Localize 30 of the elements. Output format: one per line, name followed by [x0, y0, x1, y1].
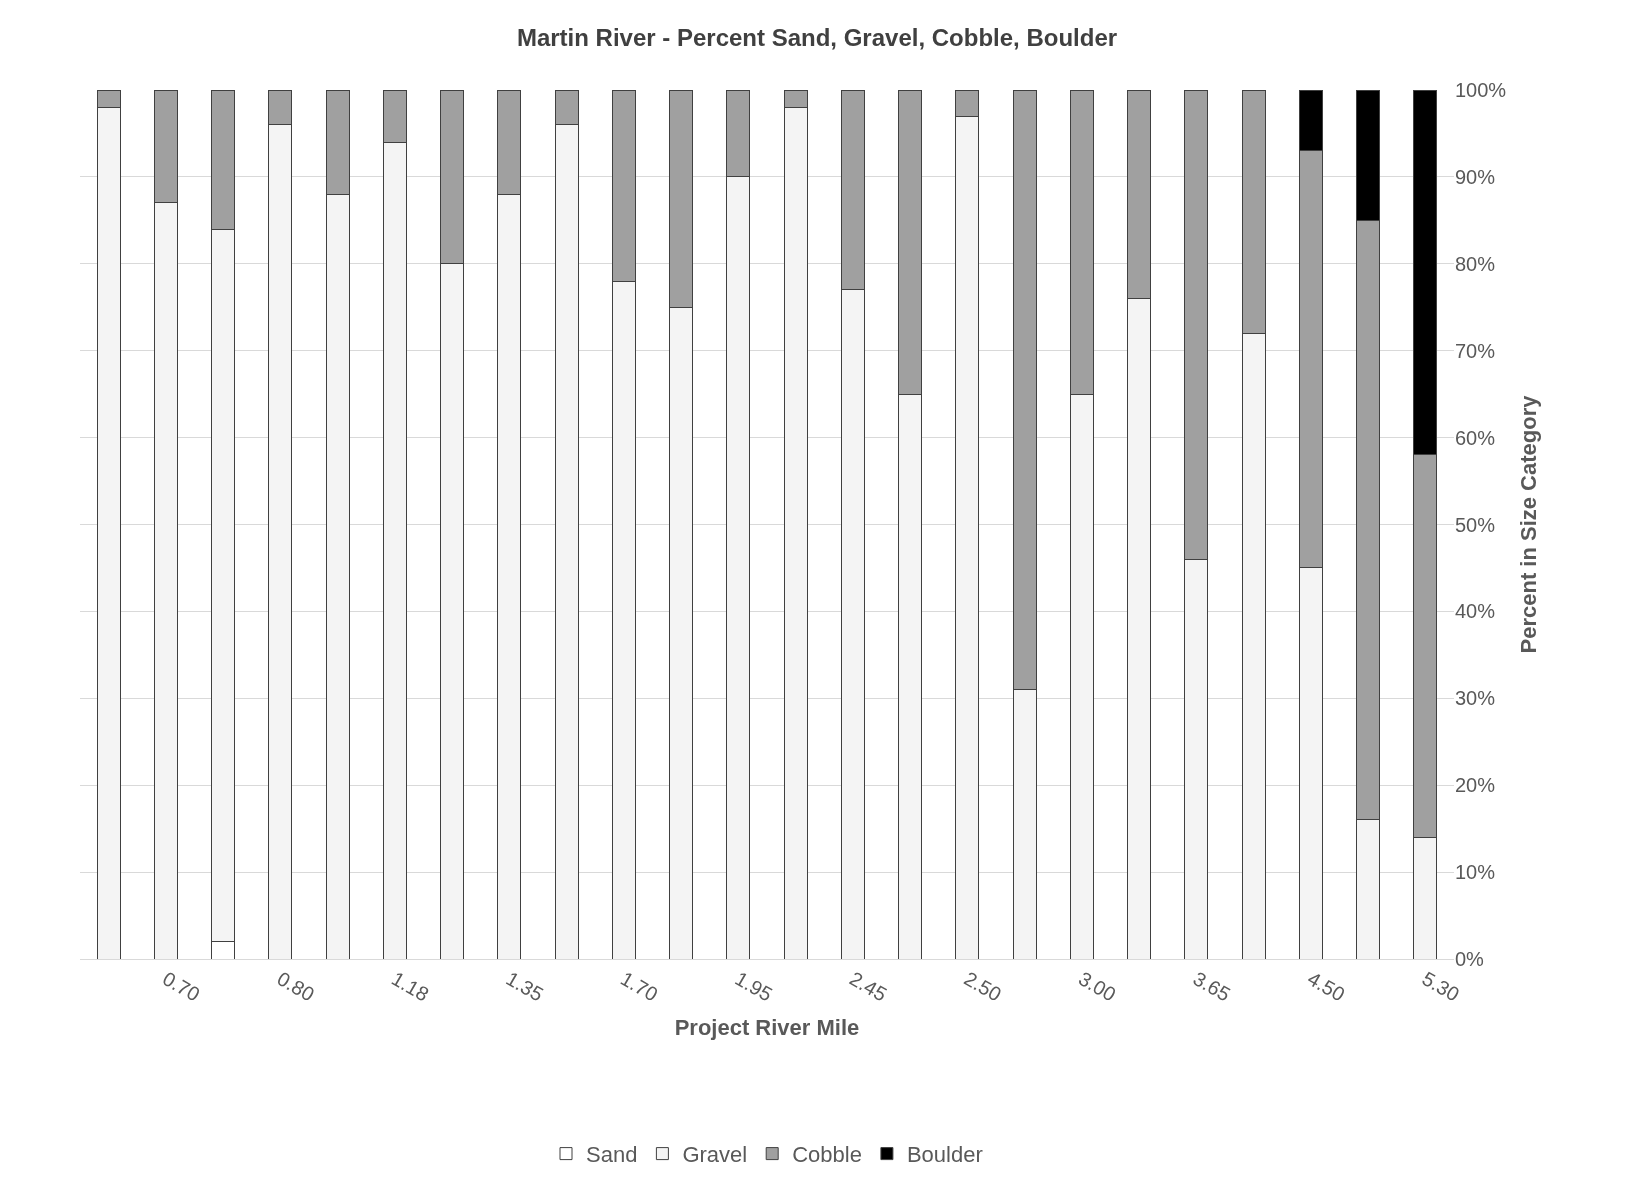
- x-tick-label: 1.35: [502, 967, 548, 1006]
- chart-title: Martin River - Percent Sand, Gravel, Cobble, Boulder: [516, 24, 1118, 52]
- y-tick-label: 40%: [1455, 600, 1496, 623]
- y-tick-label: 60%: [1455, 426, 1496, 449]
- legend-label: Boulder: [906, 1142, 983, 1168]
- legend-label: Gravel: [682, 1142, 748, 1168]
- y-tick-label: 50%: [1455, 513, 1496, 536]
- x-tick-label: 0.80: [273, 967, 319, 1006]
- y-tick-label: 80%: [1455, 252, 1496, 275]
- x-tick-label: 3.65: [1189, 967, 1235, 1006]
- x-tick-label: 3.00: [1074, 967, 1120, 1006]
- x-tick-label: 1.18: [387, 967, 433, 1006]
- x-tick-label: 2.45: [845, 967, 891, 1006]
- x-tick-label: 0.70: [158, 967, 204, 1006]
- legend-label: Sand: [586, 1142, 638, 1168]
- y-tick-label: 100%: [1455, 79, 1507, 101]
- y-tick-label: 30%: [1455, 687, 1496, 710]
- y-tick-label: 10%: [1455, 861, 1496, 884]
- legend-label: Cobble: [792, 1142, 862, 1168]
- x-tick-label: 1.70: [616, 967, 662, 1006]
- y-tick-label: 0%: [1455, 948, 1485, 970]
- y-tick-label: 70%: [1455, 339, 1496, 362]
- x-axis-title: Project River Mile: [674, 1015, 860, 1041]
- y-tick-label: 90%: [1455, 165, 1496, 188]
- y-tick-label: 20%: [1455, 774, 1496, 797]
- x-tick-label: 2.50: [960, 967, 1006, 1006]
- y-axis-title: Percent in Size Category: [1516, 394, 1542, 654]
- x-tick-label: 5.30: [1418, 967, 1464, 1006]
- x-tick-label: 4.50: [1303, 967, 1349, 1006]
- x-tick-label: 1.95: [731, 967, 777, 1006]
